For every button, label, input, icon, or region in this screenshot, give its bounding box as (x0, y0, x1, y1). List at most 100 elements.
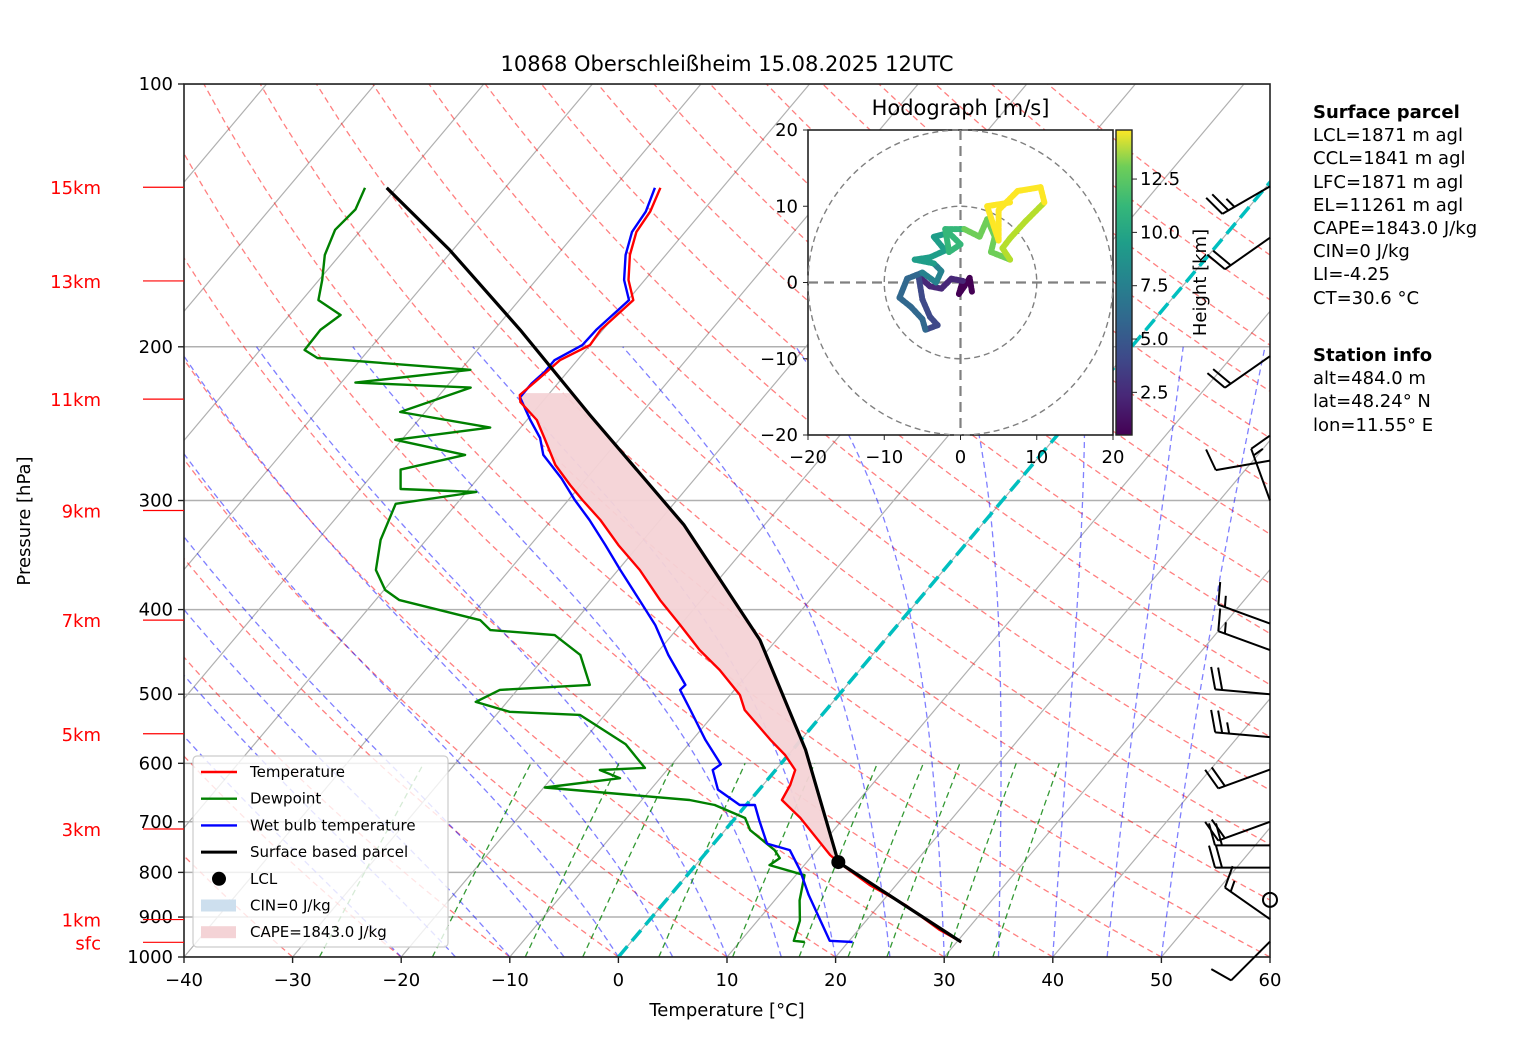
barb-half-flag (1223, 622, 1227, 634)
barb-flag (1211, 193, 1230, 212)
moist-adiabat (1106, 346, 1184, 957)
wind-barb (1210, 666, 1271, 696)
isotherm (835, 439, 1270, 957)
latitude-value: lat=48.24° N (1313, 391, 1431, 413)
barb-flag (1250, 434, 1271, 450)
colorbar-tick-label: 10.0 (1140, 222, 1180, 243)
height-marker-label: 1km (62, 911, 101, 932)
barb-staff (1217, 768, 1271, 790)
hodograph-y-tick-label: −20 (760, 425, 798, 446)
wind-barb (1204, 818, 1271, 842)
barb-staff (1224, 355, 1271, 389)
barb-flag (1205, 449, 1217, 471)
legend-label: Temperature (249, 763, 345, 781)
hodograph-title: Hodograph [m/s] (872, 96, 1050, 120)
y-tick-label: 800 (139, 862, 173, 883)
barb-flag (1206, 372, 1226, 389)
legend-patch (201, 926, 236, 939)
x-tick-label: 20 (824, 970, 847, 991)
cape-area (519, 393, 961, 942)
dry-adiabat (259, 84, 1270, 957)
barb-staff (1215, 459, 1271, 472)
barb-staff (1215, 731, 1271, 739)
cape-cin-fills (519, 393, 961, 942)
barb-staff (1230, 940, 1271, 982)
barb-flag (1215, 845, 1223, 868)
barb-flag (1212, 249, 1232, 267)
moist-adiabat (1160, 346, 1266, 957)
height-marker-label: 5km (62, 725, 101, 746)
barb-flag (1212, 368, 1232, 385)
lcl-marker (831, 855, 846, 870)
isotherm (726, 310, 1270, 957)
moist-adiabat (184, 355, 674, 957)
wind-barb (1210, 940, 1271, 982)
x-tick-label: −20 (382, 970, 420, 991)
barb-staff (1217, 820, 1271, 842)
surface-based-parcel-line (385, 186, 963, 944)
dry-adiabat (184, 656, 511, 957)
hodograph-segment (1022, 199, 1048, 225)
barb-staff (1217, 630, 1271, 651)
mixing-ratio-line (582, 763, 674, 957)
chart-title: 10868 Oberschleißheim 15.08.2025 12UTC (501, 52, 954, 76)
moist-adiabat (795, 346, 945, 957)
el-value: EL=11261 m agl (1313, 194, 1464, 216)
height-marker-label: 15km (50, 178, 101, 199)
colorbar-tick-label: 12.5 (1140, 169, 1180, 190)
height-marker-label: 9km (62, 502, 101, 523)
colorbar-tick-label: 5.0 (1140, 329, 1169, 350)
hodograph-y-tick-label: −10 (760, 349, 798, 370)
barb-flag (1217, 667, 1224, 691)
legend-label: Dewpoint (250, 790, 321, 808)
wind-barb (1210, 709, 1271, 739)
barb-half-flag (1226, 722, 1231, 734)
hodograph-segment (915, 273, 926, 303)
hodograph-x-tick-label: −20 (789, 447, 827, 468)
y-tick-label: 900 (139, 907, 173, 928)
dry-adiabat (184, 256, 945, 957)
hodograph-segment (919, 296, 933, 320)
legend-patch (201, 899, 236, 912)
mixing-ratio-line (847, 763, 925, 957)
barb-flag (1215, 823, 1223, 846)
y-tick-label: 500 (139, 684, 173, 705)
x-tick-label: 60 (1259, 970, 1282, 991)
barb-staff (1224, 886, 1271, 920)
colorbar (1115, 129, 1133, 436)
barb-staff (1224, 236, 1271, 271)
wind-barb (1208, 823, 1270, 847)
mixing-ratio-line (431, 763, 532, 957)
surface-parcel-panel: Surface parcel LCL=1871 m agl CCL=1841 m… (1313, 101, 1477, 310)
dry-adiabat (184, 358, 836, 957)
barb-half-flag (1229, 880, 1236, 892)
barb-flag (1206, 253, 1226, 271)
mixing-ratio-line (992, 763, 1060, 957)
legend-box (192, 755, 449, 948)
x-tick-label: 30 (933, 970, 956, 991)
moist-adiabat (1052, 346, 1086, 957)
calm-circle (1262, 891, 1278, 908)
x-tick-label: 40 (1041, 970, 1064, 991)
moist-adiabat (255, 346, 728, 957)
station-info-panel: Station info alt=484.0 m lat=48.24° N lo… (1313, 344, 1433, 437)
mixing-ratio-line (886, 763, 961, 957)
cin-value: CIN=0 J/kg (1313, 241, 1410, 263)
x-tick-label: −10 (491, 970, 529, 991)
barb-flag (1210, 666, 1217, 690)
y-tick-label: 100 (139, 74, 173, 95)
dry-adiabat (184, 458, 728, 957)
hodograph-x-tick-label: 20 (1102, 447, 1125, 468)
legend-label: CIN=0 J/kg (250, 897, 331, 915)
height-marker-label: 3km (62, 820, 101, 841)
hodograph-segment (984, 199, 1014, 210)
longitude-value: lon=11.55° E (1313, 414, 1434, 436)
y-tick-label: 200 (139, 337, 173, 358)
wind-barb (1208, 845, 1270, 869)
hodograph-segment (896, 275, 911, 301)
legend-label: CAPE=1843.0 J/kg (250, 923, 387, 941)
colorbar-tick-label: 7.5 (1140, 276, 1169, 297)
barb-half-flag (1225, 198, 1236, 208)
wind-barb (1206, 355, 1271, 389)
